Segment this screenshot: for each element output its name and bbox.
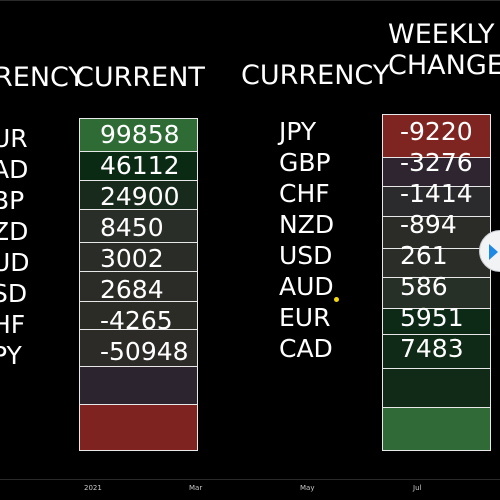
weekly-change-value: -894 <box>400 210 457 239</box>
heatmap-cell <box>80 152 197 181</box>
current-value: -4265 <box>100 306 173 335</box>
currency-label: BP <box>0 186 25 215</box>
current-value: 24900 <box>100 182 180 211</box>
weekly-change-value: 7483 <box>400 334 464 363</box>
currency-label: NZD <box>279 210 335 239</box>
timeline-tick: 2021 <box>84 484 102 492</box>
change-header: CHANGE <box>388 50 500 81</box>
timeline-rule <box>0 479 500 480</box>
heatmap-cell <box>383 335 490 369</box>
current-value: 99858 <box>100 120 180 149</box>
heatmap-cell <box>383 158 490 187</box>
current-value: 3002 <box>100 244 164 273</box>
current-value: -50948 <box>100 337 189 366</box>
heatmap-cell <box>383 278 490 309</box>
heatmap-cell <box>383 408 490 450</box>
weekly-change-value: -3276 <box>400 148 473 177</box>
currency-label: SD <box>0 279 28 308</box>
weekly-change-value-list: -9220 -3276 -1414 -894 261 586 5951 7483 <box>400 116 473 364</box>
right-currency-header: CURRENCY <box>241 60 390 91</box>
heatmap-cell <box>80 210 197 243</box>
current-value: 2684 <box>100 275 164 304</box>
timeline-tick: Jul <box>413 484 422 492</box>
weekly-change-value: -1414 <box>400 179 473 208</box>
weekly-change-value: 5951 <box>400 303 464 332</box>
currency-label: AUD <box>279 272 334 301</box>
heatmap-cell <box>80 272 197 302</box>
timeline-axis: 2021 Mar May Jul <box>0 468 500 500</box>
heatmap-cell <box>80 405 197 450</box>
heatmap-cell <box>80 243 197 272</box>
timeline-tick: May <box>300 484 315 492</box>
currency-label: PY <box>0 341 22 370</box>
timeline-tick: Mar <box>189 484 203 492</box>
play-arrow-icon <box>489 244 498 260</box>
current-value: 8450 <box>100 213 164 242</box>
weekly-change-value: -9220 <box>400 117 473 146</box>
currency-label: GBP <box>279 148 331 177</box>
left-currency-header: RENCY <box>0 62 85 93</box>
currency-label: AD <box>0 155 29 184</box>
currency-label: HF <box>0 310 26 339</box>
heatmap-cell <box>383 217 490 249</box>
heatmap-cell <box>383 249 490 278</box>
heatmap-cell <box>80 119 197 152</box>
heatmap-cell <box>80 302 197 330</box>
weekly-header: WEEKLY <box>388 19 495 50</box>
currency-label: JPY <box>279 117 317 146</box>
currency-label: ZD <box>0 217 29 246</box>
current-value-list: 99858 46112 24900 8450 3002 2684 -4265 -… <box>100 119 189 367</box>
heatmap-cell <box>383 369 490 408</box>
currency-label: CAD <box>279 334 333 363</box>
currency-label: UD <box>0 248 30 277</box>
weekly-change-heatmap <box>382 114 491 451</box>
current-header: CURRENT <box>75 62 205 93</box>
heatmap-cell <box>383 115 490 158</box>
weekly-change-value: 261 <box>400 241 448 270</box>
current-currency-list: UR AD BP ZD UD SD HF PY <box>0 123 30 371</box>
current-heatmap <box>79 118 198 451</box>
currency-label: CHF <box>279 179 330 208</box>
currency-label: EUR <box>279 303 331 332</box>
heatmap-cell <box>80 181 197 210</box>
currency-label: UR <box>0 124 28 153</box>
heatmap-cell <box>80 330 197 367</box>
currency-label: USD <box>279 241 333 270</box>
weekly-currency-list: JPY GBP CHF NZD USD AUD EUR CAD <box>279 116 334 364</box>
weekly-change-value: 586 <box>400 272 448 301</box>
heatmap-cell <box>80 367 197 405</box>
current-value: 46112 <box>100 151 180 180</box>
heatmap-cell <box>383 309 490 335</box>
heatmap-cell <box>383 187 490 217</box>
cursor-dot <box>334 297 339 302</box>
